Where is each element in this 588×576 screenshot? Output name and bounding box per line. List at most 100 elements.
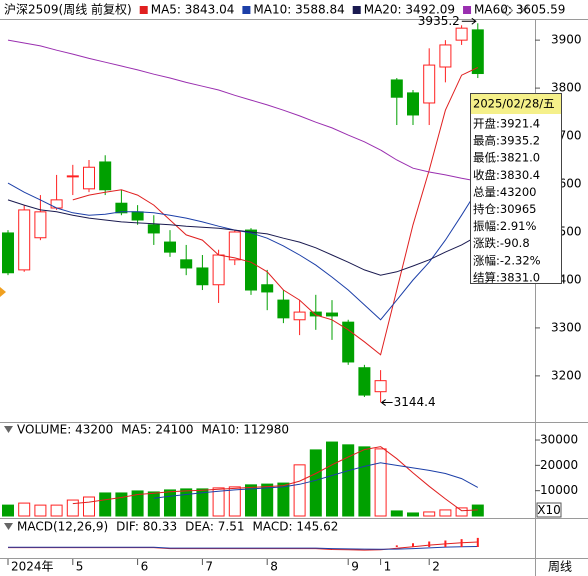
volume-bar xyxy=(326,441,338,517)
candle-body xyxy=(277,299,290,319)
candle-body xyxy=(50,199,63,209)
legend-marker xyxy=(242,6,251,14)
tooltip-row: 结算:3831.0 xyxy=(473,270,540,284)
legend-label: MA5: 24100 xyxy=(121,423,193,437)
tooltip-row: 涨幅:-2.32% xyxy=(473,253,541,267)
candle-body xyxy=(423,64,436,104)
candle-body xyxy=(228,231,241,261)
volume-bar xyxy=(2,504,14,517)
ma-line xyxy=(72,67,479,356)
max-label: 3935.2 xyxy=(418,14,460,28)
volume-bar xyxy=(50,504,63,517)
candle-body xyxy=(115,202,128,214)
legend-marker xyxy=(463,6,472,14)
legend-label: MA10: 3588.84 xyxy=(253,3,344,17)
macd-bar xyxy=(460,539,463,547)
x-tick-label: 2 xyxy=(432,560,440,574)
tooltip-header xyxy=(471,94,561,114)
panel-icon xyxy=(4,523,13,530)
macd-bar xyxy=(428,541,431,547)
scale-button-label[interactable]: X10 xyxy=(537,503,561,517)
candle-body xyxy=(99,161,112,191)
y-tick-label: 20000 xyxy=(540,458,578,472)
x-tick-label: 6 xyxy=(141,560,149,574)
candle-body xyxy=(342,321,355,363)
scale-button-box[interactable] xyxy=(536,502,562,518)
volume-bar xyxy=(115,492,128,517)
volume-bar xyxy=(18,502,31,517)
min-arrow xyxy=(380,399,393,406)
legend-label: MACD(12,26,9) xyxy=(17,520,108,534)
y-tick-label: 3300 xyxy=(551,320,582,334)
volume-bar xyxy=(407,512,419,517)
candle-body xyxy=(293,311,306,321)
ma-line xyxy=(153,462,479,499)
candle-body xyxy=(164,241,176,253)
legend-label: MA60: 3605.59 xyxy=(474,3,565,17)
volume-bar xyxy=(374,448,387,517)
scale-button[interactable]: X10 xyxy=(536,502,562,518)
macd-bar xyxy=(444,540,447,547)
tooltip-row: 收盘:3830.4 xyxy=(473,168,540,182)
candle-body xyxy=(407,92,419,116)
tooltip-row: 开盘:3921.4 xyxy=(473,117,540,131)
max-arrow xyxy=(461,17,477,25)
ma-line xyxy=(72,446,478,512)
legend-marker xyxy=(352,6,361,14)
window-icons[interactable] xyxy=(501,4,529,17)
x-tick-label: 5 xyxy=(76,560,84,574)
x-tick-label: 8 xyxy=(270,560,278,574)
legend-label: VOLUME: 43200 xyxy=(17,423,113,437)
legend-label: DEA: 7.51 xyxy=(185,520,244,534)
volume-bar xyxy=(164,489,176,517)
diamond-icon[interactable] xyxy=(501,4,514,17)
cursor-marker xyxy=(0,287,6,297)
legend-label: MACD: 145.62 xyxy=(253,520,339,534)
volume-bar xyxy=(34,504,47,517)
y-tick-label: 3900 xyxy=(551,33,582,47)
volume-bar xyxy=(99,492,112,517)
candle-body xyxy=(66,175,79,178)
volume-bar xyxy=(277,482,290,517)
tooltip-row: 振幅:2.91% xyxy=(473,219,536,233)
candle-body xyxy=(390,79,403,98)
volume-bar xyxy=(423,511,436,517)
tooltip-row: 持仓:30965 xyxy=(473,202,536,216)
candle-body xyxy=(83,166,95,190)
volume-bar xyxy=(147,491,160,517)
candle-body xyxy=(18,209,31,271)
candle-body xyxy=(326,312,338,317)
x-tick-label: 7 xyxy=(205,560,213,574)
tooltip-row: 总量:43200 xyxy=(473,185,536,199)
candle-body xyxy=(212,254,225,286)
candle-body xyxy=(358,367,371,396)
candle-body xyxy=(147,224,160,234)
volume-bar xyxy=(66,499,79,517)
volume-bar xyxy=(196,488,209,517)
volume-bar xyxy=(455,507,468,517)
panel-icon xyxy=(4,426,13,433)
x-tick-label: 9 xyxy=(351,560,359,574)
tooltip-row: 最低:3821.0 xyxy=(473,151,540,165)
legend-label: DIF: 80.33 xyxy=(116,520,177,534)
volume-bar xyxy=(212,487,225,517)
period-label: 周线 xyxy=(548,560,572,574)
close-icon[interactable] xyxy=(519,5,529,15)
ma-line xyxy=(7,199,479,276)
volume-bar xyxy=(245,484,257,517)
candle-body xyxy=(131,211,144,221)
x-tick-label: 1 xyxy=(384,560,392,574)
candle-body xyxy=(34,211,47,239)
y-tick-label: 3800 xyxy=(551,81,582,95)
macd-bar xyxy=(412,543,414,547)
y-tick-label: 30000 xyxy=(540,433,578,447)
candle-body xyxy=(471,29,484,75)
volume-bar xyxy=(439,509,452,517)
volume-bar xyxy=(293,464,306,517)
candle-body xyxy=(196,267,209,286)
candle-body xyxy=(309,311,322,317)
volume-bar xyxy=(390,510,403,517)
candle-body xyxy=(245,229,257,291)
